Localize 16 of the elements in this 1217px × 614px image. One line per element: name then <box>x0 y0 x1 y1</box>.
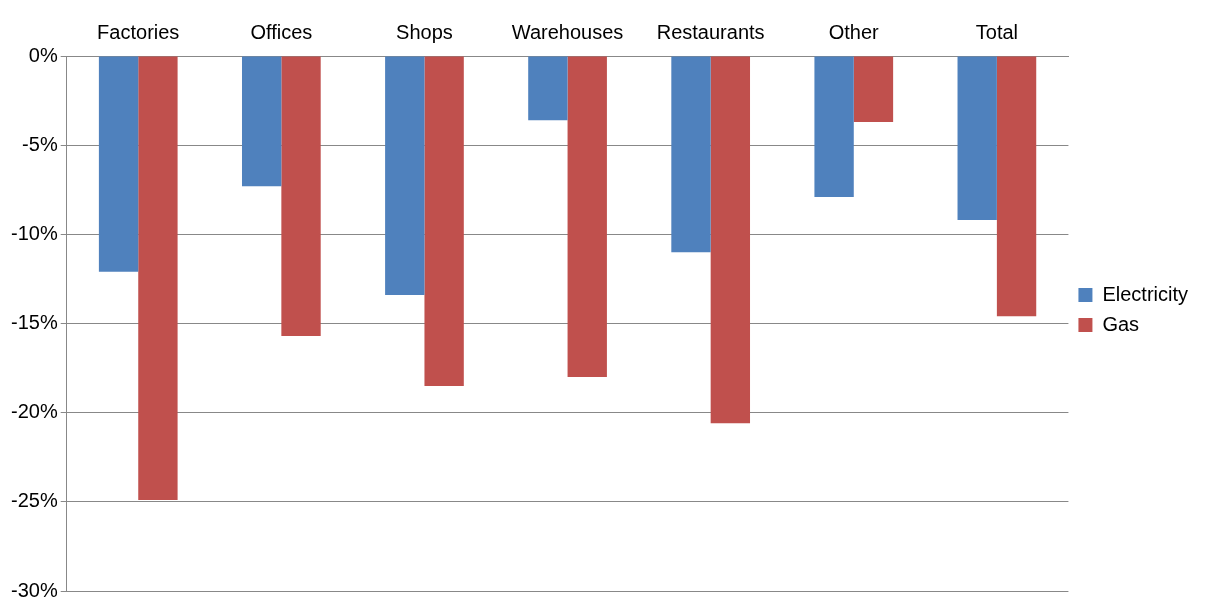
x-tick-label: Total <box>975 20 1019 43</box>
y-tick-label: -20% <box>10 400 58 423</box>
y-tick-label: -30% <box>10 578 58 601</box>
y-tick-label: -10% <box>10 221 58 244</box>
x-tick-label: Other <box>828 20 880 43</box>
y-tick-label: -5% <box>22 132 58 155</box>
y-tick-label: 0% <box>28 43 58 66</box>
legend-label: Electricity <box>1102 282 1189 305</box>
x-tick-label: Factories <box>97 20 180 43</box>
x-tick-label: Restaurants <box>656 20 765 43</box>
x-tick-label: Shops <box>396 20 453 43</box>
x-tick-label: Offices <box>250 20 313 43</box>
legend-label: Gas <box>1102 312 1140 335</box>
y-tick-label: -15% <box>10 311 58 334</box>
x-tick-label: Warehouses <box>511 20 624 43</box>
y-tick-label: -25% <box>10 489 58 512</box>
